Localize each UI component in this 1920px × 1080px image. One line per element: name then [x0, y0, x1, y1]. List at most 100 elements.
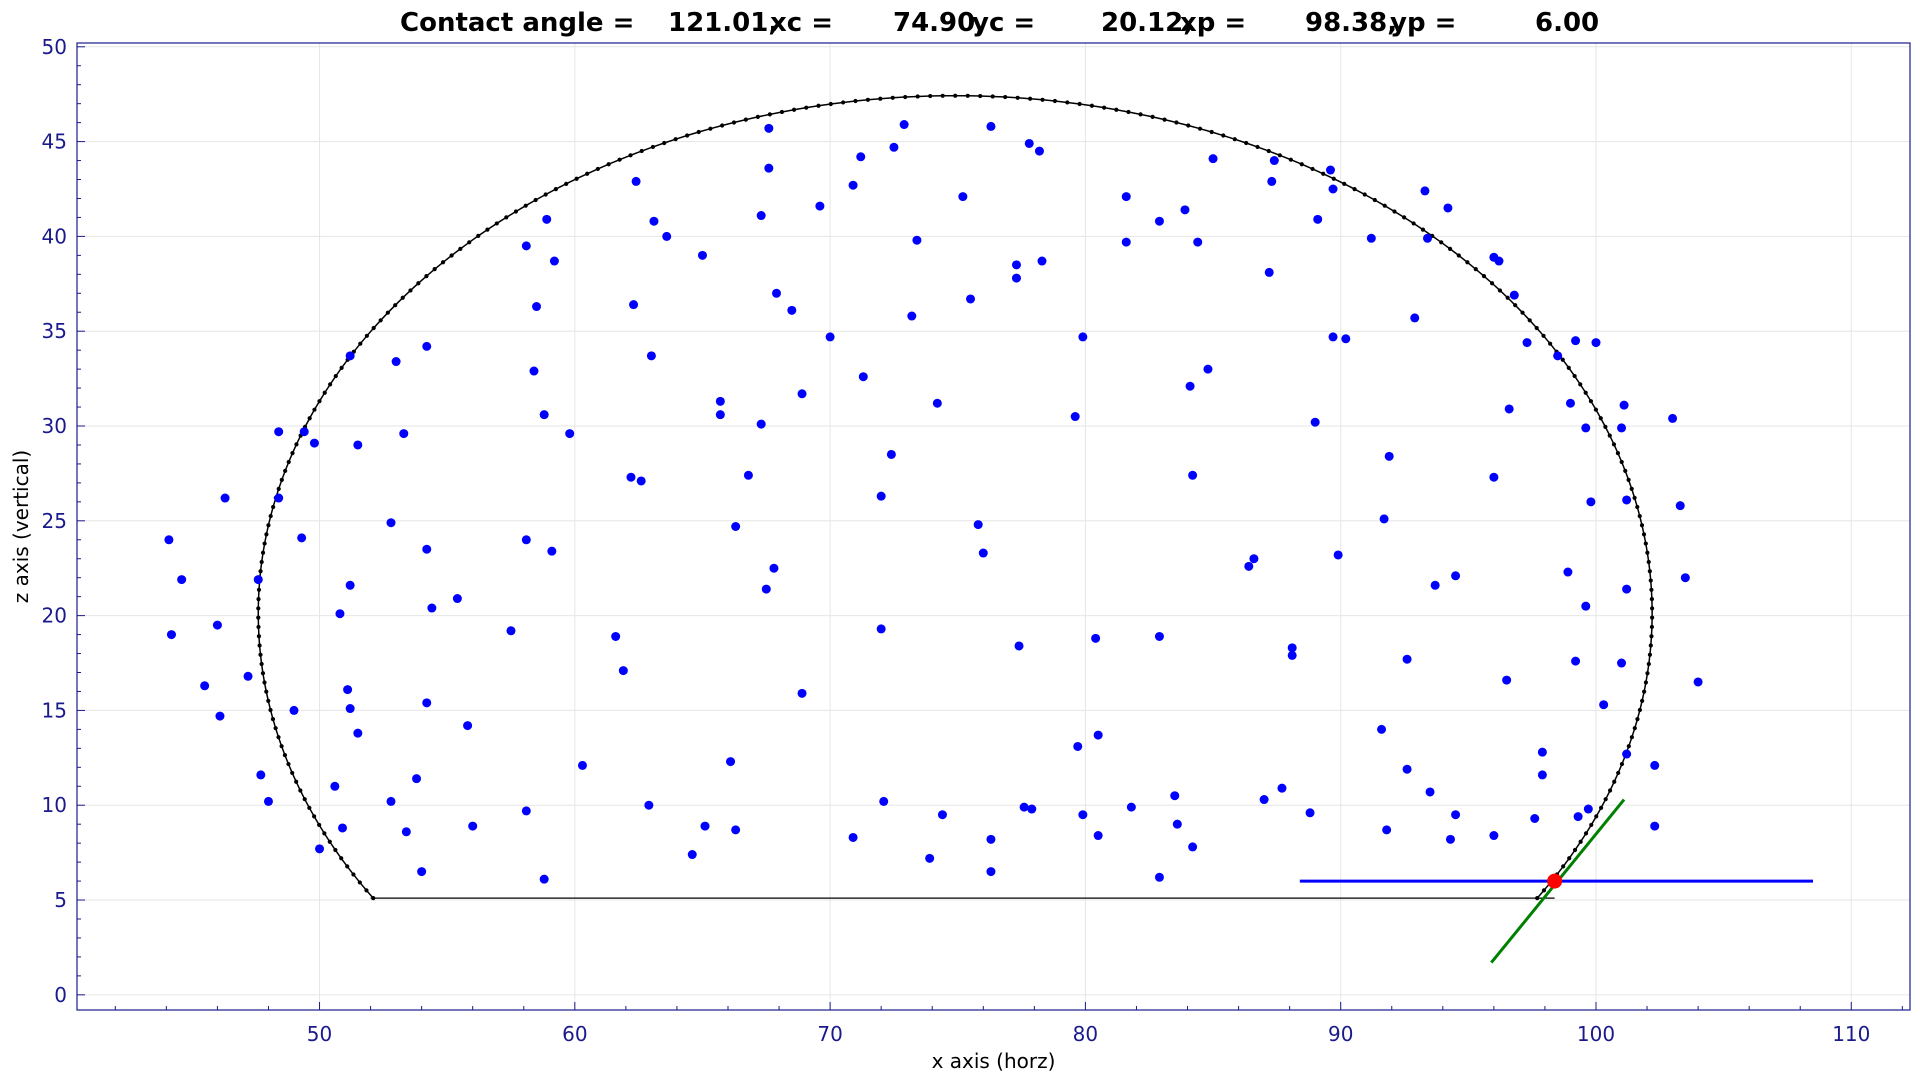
data-point: [1617, 423, 1627, 433]
fitted-circle-marker: [1541, 333, 1546, 338]
fitted-circle-marker: [1637, 513, 1642, 519]
data-point: [274, 493, 284, 503]
title-yp-label: yp =: [1390, 8, 1456, 38]
fitted-circle-marker: [1615, 451, 1621, 456]
data-point: [299, 427, 309, 437]
fitted-circle-marker: [1439, 240, 1444, 245]
data-point: [330, 781, 340, 791]
fitted-circle-marker: [1126, 109, 1131, 115]
fitted-circle-marker: [1456, 253, 1461, 258]
data-point: [1011, 260, 1021, 270]
data-point: [1668, 413, 1678, 423]
y-axis-label: z axis (vertical): [9, 450, 33, 603]
fitted-circle-marker: [1647, 569, 1652, 574]
fitted-circle-marker: [1513, 303, 1518, 308]
fitted-circle-marker: [432, 267, 437, 272]
data-point: [253, 575, 263, 585]
fitted-circle-marker: [1632, 495, 1637, 500]
fitted-circle-marker: [1420, 227, 1426, 232]
data-point: [1451, 571, 1461, 581]
fitted-circle-marker: [345, 864, 350, 869]
data-point: [986, 121, 996, 131]
fitted-circle-marker: [1645, 550, 1650, 555]
fitted-circle-marker: [685, 133, 690, 138]
fitted-circle-marker: [1567, 856, 1572, 861]
data-point: [1650, 760, 1660, 770]
fitted-circle-marker: [290, 451, 295, 456]
fitted-circle-marker: [720, 123, 725, 128]
data-point: [1522, 338, 1532, 348]
fitted-circle-marker: [990, 94, 995, 99]
fitted-circle-marker: [339, 856, 344, 861]
data-point: [1422, 233, 1432, 243]
data-point: [1188, 470, 1198, 480]
data-point: [978, 548, 988, 558]
data-point: [958, 192, 968, 202]
data-point: [1259, 795, 1269, 805]
data-point: [1622, 584, 1632, 594]
fitted-circle-marker: [290, 770, 295, 776]
data-point: [1420, 186, 1430, 196]
fitted-circle-marker: [564, 181, 569, 186]
data-point: [463, 721, 473, 731]
data-point: [848, 180, 858, 190]
fitted-circle-marker: [371, 325, 376, 331]
data-point: [1091, 633, 1101, 643]
fitted-circle-marker: [1635, 504, 1640, 510]
title-yp-value: 6.00: [1535, 8, 1599, 38]
data-point: [937, 810, 947, 820]
y-tick-label: 50: [42, 35, 67, 59]
data-point: [1530, 813, 1540, 823]
data-point: [764, 163, 774, 173]
data-point: [427, 603, 437, 613]
data-point: [649, 216, 659, 226]
fitted-circle-marker: [915, 94, 920, 99]
fitted-circle-marker: [322, 390, 327, 395]
data-point: [858, 372, 868, 382]
data-point: [932, 398, 942, 408]
data-point: [529, 366, 539, 376]
fitted-circle-marker: [259, 559, 264, 565]
data-point: [1011, 273, 1021, 283]
data-point: [1382, 825, 1392, 835]
fitted-circle-marker: [364, 333, 370, 338]
fitted-circle-marker: [1382, 203, 1387, 208]
data-point: [1617, 658, 1627, 668]
data-point: [1073, 741, 1083, 751]
fitted-circle-marker: [1647, 652, 1653, 657]
data-point: [629, 300, 639, 310]
data-point: [1537, 747, 1547, 757]
fitted-circle-marker: [262, 541, 267, 546]
fitted-circle-marker: [276, 735, 281, 740]
fitted-circle-marker: [743, 117, 748, 122]
fitted-circle-marker: [1643, 541, 1648, 546]
fitted-circle-marker: [1643, 680, 1649, 685]
data-point: [1244, 561, 1254, 571]
fitted-circle-marker: [1649, 587, 1654, 592]
data-point: [1581, 601, 1591, 611]
data-point: [1121, 237, 1131, 247]
fitted-circle-marker: [853, 98, 858, 104]
fitted-circle-marker: [283, 468, 288, 474]
fitted-circle-marker: [286, 459, 291, 465]
data-point: [1014, 641, 1024, 651]
data-point: [1586, 497, 1596, 507]
fitted-circle-marker: [1465, 260, 1470, 265]
fitted-circle-marker: [1489, 281, 1495, 286]
data-point: [1310, 417, 1320, 427]
fitted-circle-marker: [1649, 634, 1654, 639]
data-point: [1126, 802, 1136, 812]
fitted-circle-marker: [731, 120, 737, 125]
fitted-circle-marker: [294, 442, 299, 447]
fitted-circle-marker: [504, 215, 509, 220]
data-point: [220, 493, 230, 503]
fitted-circle-marker: [1209, 129, 1214, 135]
fitted-circle-marker: [617, 157, 622, 162]
data-point: [577, 760, 587, 770]
data-point: [256, 770, 266, 780]
data-point: [899, 120, 909, 130]
data-point: [1277, 783, 1287, 793]
fitted-circle-marker: [1626, 744, 1631, 749]
fitted-circle-marker: [574, 176, 579, 181]
